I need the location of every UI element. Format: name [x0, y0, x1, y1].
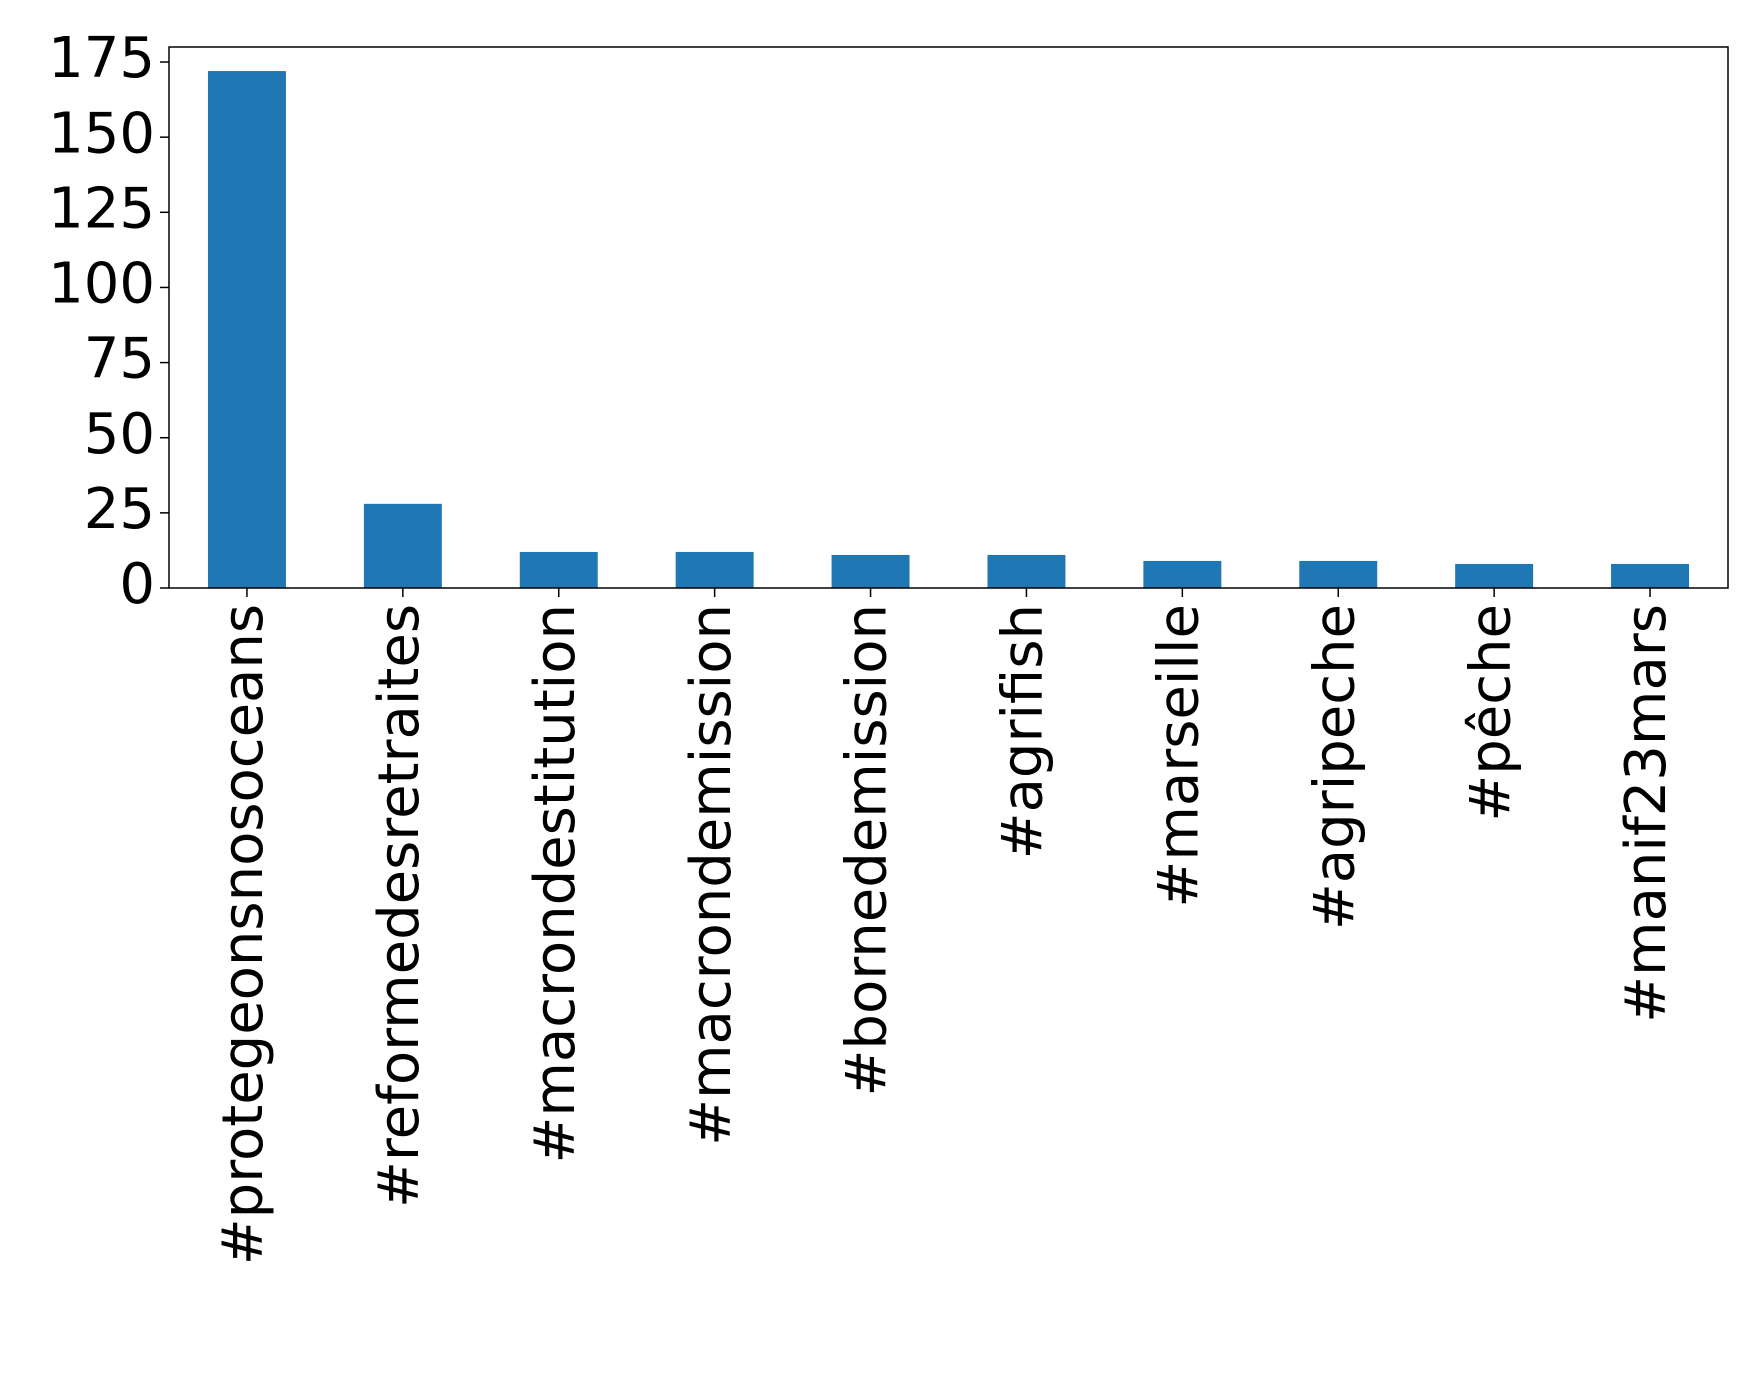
bar — [987, 554, 1066, 588]
x-tick-label: #agrifish — [991, 604, 1056, 859]
x-tick-label: #macrondestitution — [523, 604, 588, 1164]
bar — [831, 554, 910, 588]
y-tick-label: 25 — [84, 477, 155, 542]
y-tick-label: 0 — [119, 552, 155, 617]
bar — [675, 551, 754, 588]
bar — [207, 71, 286, 589]
x-tick-label: #manif23mars — [1614, 604, 1679, 1023]
x-tick-label: #protegeonsnosoceans — [211, 604, 276, 1265]
bar — [1143, 560, 1222, 588]
bar — [1611, 563, 1690, 588]
y-tick-label: 150 — [48, 101, 155, 166]
x-tick-label: #macrondemission — [679, 604, 744, 1146]
bar — [1299, 560, 1378, 588]
y-tick-label: 175 — [48, 26, 155, 91]
bar — [519, 551, 598, 588]
x-tick-label: #pêche — [1458, 604, 1523, 822]
x-tick-label: #marseille — [1146, 604, 1211, 908]
plot-frame — [168, 46, 1729, 589]
y-tick-label: 50 — [84, 402, 155, 467]
x-tick-label: #bornedemission — [835, 604, 900, 1096]
x-tick-label: #reformedesretraites — [367, 604, 432, 1208]
x-tick-label: #agripeche — [1302, 604, 1367, 930]
y-tick-label: 125 — [48, 176, 155, 241]
bar — [1455, 563, 1534, 588]
y-tick-label: 75 — [84, 327, 155, 392]
bar — [363, 503, 442, 588]
y-tick-label: 100 — [48, 252, 155, 317]
